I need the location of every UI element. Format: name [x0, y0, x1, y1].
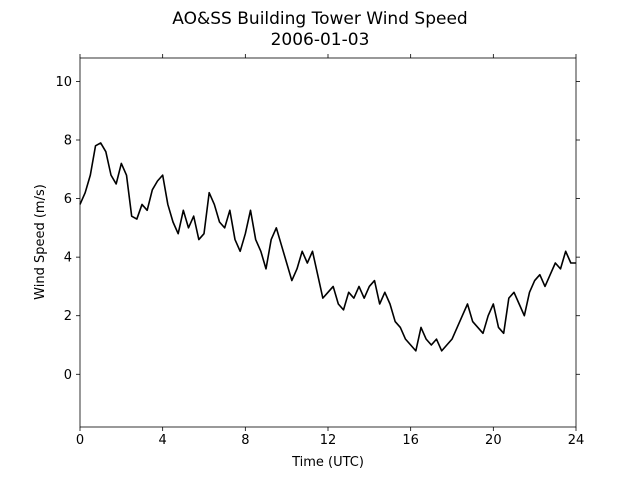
x-tick-label: 8 [241, 433, 249, 448]
y-tick-label: 8 [64, 134, 72, 149]
x-tick-label: 0 [76, 433, 84, 448]
y-tick-label: 6 [64, 192, 72, 207]
chart-subtitle: 2006-01-03 [271, 30, 370, 50]
x-axis-label: Time (UTC) [291, 455, 364, 470]
chart-title: AO&SS Building Tower Wind Speed [172, 9, 467, 29]
y-tick-label: 2 [64, 309, 72, 324]
x-tick-label: 4 [159, 433, 167, 448]
x-tick-label: 24 [568, 433, 585, 448]
x-tick-label: 16 [402, 433, 419, 448]
y-axis-label: Wind Speed (m/s) [33, 184, 48, 300]
y-tick-label: 4 [64, 251, 72, 266]
y-tick-label: 10 [55, 75, 72, 90]
x-tick-label: 20 [485, 433, 502, 448]
data-line [79, 142, 576, 352]
x-tick-label: 12 [320, 433, 337, 448]
plot-frame [79, 57, 577, 428]
y-tick-label: 0 [64, 368, 72, 383]
